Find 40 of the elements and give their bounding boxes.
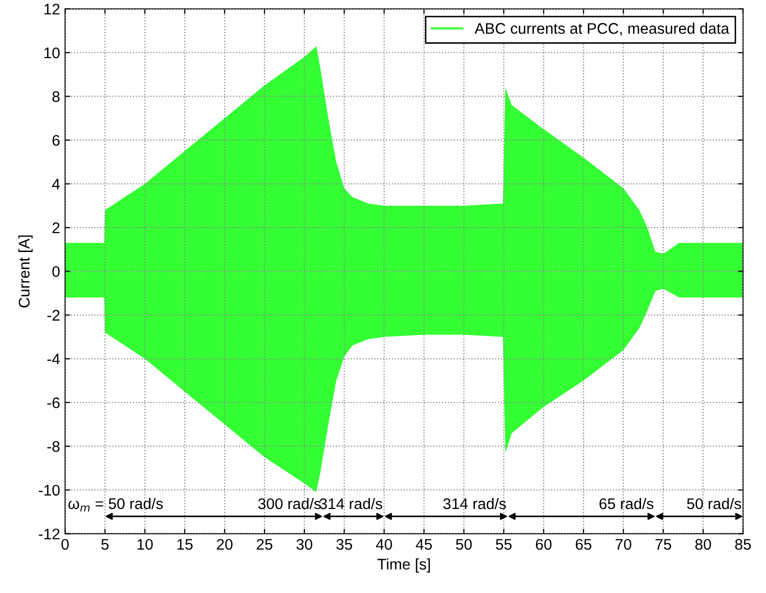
annotation: ω$_{m}$ = 50 rad/s — [68, 498, 163, 512]
x-tick-label: 75 — [656, 539, 672, 550]
y-tick-label: -12 — [38, 528, 60, 540]
x-tick-label: 65 — [576, 538, 592, 550]
x-tick-label: 10 — [138, 538, 153, 550]
x-tick-label: 25 — [256, 538, 272, 550]
y-tick-label: 12 — [44, 4, 60, 14]
annotation: 65 rad/s — [600, 498, 654, 510]
x-tick-label: 15 — [177, 539, 193, 550]
y-tick-label: 6 — [52, 134, 60, 146]
y-tick-label: 0 — [52, 266, 60, 277]
y-tick-label: -4 — [47, 354, 60, 364]
x-tick-label: 40 — [376, 538, 392, 550]
x-tick-label: 30 — [296, 538, 312, 550]
legend-label: ABC currents at PCC, measured data — [474, 22, 730, 36]
x-tick-label: 20 — [216, 538, 233, 550]
y-tick-label: 8 — [52, 91, 60, 102]
y-tick-label: -8 — [47, 441, 60, 452]
annotation: 50 rad/s — [687, 498, 742, 510]
x-tick-label: 60 — [536, 538, 552, 550]
annotation: 314 rad/s — [320, 498, 382, 510]
annotation: 300 rad/s — [258, 498, 321, 510]
annotation: 314 rad/s — [443, 498, 506, 510]
x-tick-label: 55 — [496, 539, 512, 550]
x-tick-label: 50 — [456, 538, 472, 550]
x-tick-label: 35 — [336, 538, 352, 550]
y-axis-title: Current [A] — [18, 235, 33, 308]
x-axis-title: Time [s] — [378, 558, 430, 573]
y-tick-label: -2 — [47, 310, 60, 321]
y-tick-label: 10 — [44, 47, 60, 58]
y-tick-label: -6 — [47, 397, 60, 408]
x-tick-label: 45 — [416, 539, 432, 550]
y-tick-label: 2 — [52, 222, 60, 234]
y-tick-label: 4 — [52, 178, 60, 190]
x-tick-label: 0 — [61, 538, 69, 550]
x-tick-label: 85 — [735, 538, 751, 550]
x-tick-label: 70 — [616, 538, 632, 550]
x-tick-label: 80 — [695, 538, 712, 550]
y-tick-label: -10 — [38, 484, 60, 496]
x-tick-label: 5 — [101, 539, 109, 550]
